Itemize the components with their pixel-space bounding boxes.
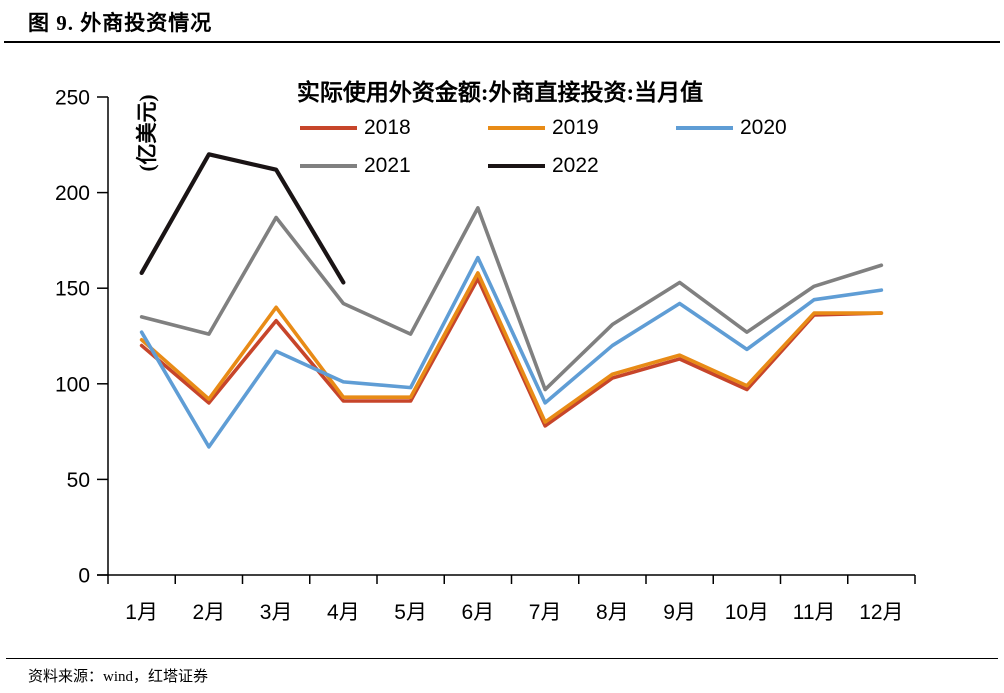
figure-title: 图 9. 外商投资情况	[28, 11, 213, 35]
footer-divider	[6, 658, 998, 659]
y-axis-unit-label: (亿美元)	[135, 94, 159, 172]
legend-swatch-2019	[488, 126, 545, 130]
legend-item-2021: 2021	[300, 152, 488, 180]
legend-swatch-2021	[300, 164, 357, 168]
legend-label-2021: 2021	[364, 154, 411, 177]
legend-swatch-2022	[488, 164, 545, 168]
legend-item-2020: 2020	[676, 114, 864, 142]
legend-item-2019: 2019	[488, 114, 676, 142]
chart-title: 实际使用外资金额:外商直接投资:当月值	[296, 80, 704, 105]
x-tick-label-9: 9月	[663, 601, 696, 624]
y-tick-label: 100	[55, 373, 90, 396]
legend-swatch-2018	[300, 126, 357, 130]
x-tick-label-7: 7月	[529, 601, 562, 624]
series-line-2021	[139, 206, 884, 392]
series-line-2020	[139, 255, 884, 449]
series-line-2018	[139, 276, 884, 428]
title-divider	[4, 41, 1000, 43]
y-tick-label: 150	[55, 278, 90, 301]
y-tick-label: 50	[67, 469, 90, 492]
y-tick-label: 200	[55, 182, 90, 205]
series-line-2019	[139, 271, 884, 424]
legend-item-2022: 2022	[488, 152, 676, 180]
legend-item-2018: 2018	[300, 114, 488, 142]
series-line-2022	[139, 152, 346, 285]
x-tick-label-12: 12月	[859, 601, 903, 624]
y-tick-label: 250	[55, 87, 90, 110]
source-note: 资料来源：wind，红塔证券	[28, 669, 209, 685]
x-tick-label-4: 4月	[327, 601, 360, 624]
chart-legend: 2018 2019 2020 2021 2022	[300, 114, 864, 180]
x-tick-label-10: 10月	[725, 601, 769, 624]
y-tick-label: 0	[78, 565, 90, 588]
x-tick-label-1: 1月	[125, 601, 158, 624]
x-tick-label-8: 8月	[596, 601, 629, 624]
legend-label-2018: 2018	[364, 116, 411, 139]
legend-label-2022: 2022	[552, 154, 599, 177]
legend-label-2020: 2020	[740, 116, 787, 139]
x-tick-label-5: 5月	[394, 601, 427, 624]
legend-swatch-2020	[676, 126, 733, 130]
x-tick-label-3: 3月	[260, 601, 293, 624]
x-tick-label-2: 2月	[193, 601, 226, 624]
x-tick-label-11: 11月	[793, 601, 836, 624]
legend-label-2019: 2019	[552, 116, 599, 139]
x-tick-label-6: 6月	[462, 601, 495, 624]
